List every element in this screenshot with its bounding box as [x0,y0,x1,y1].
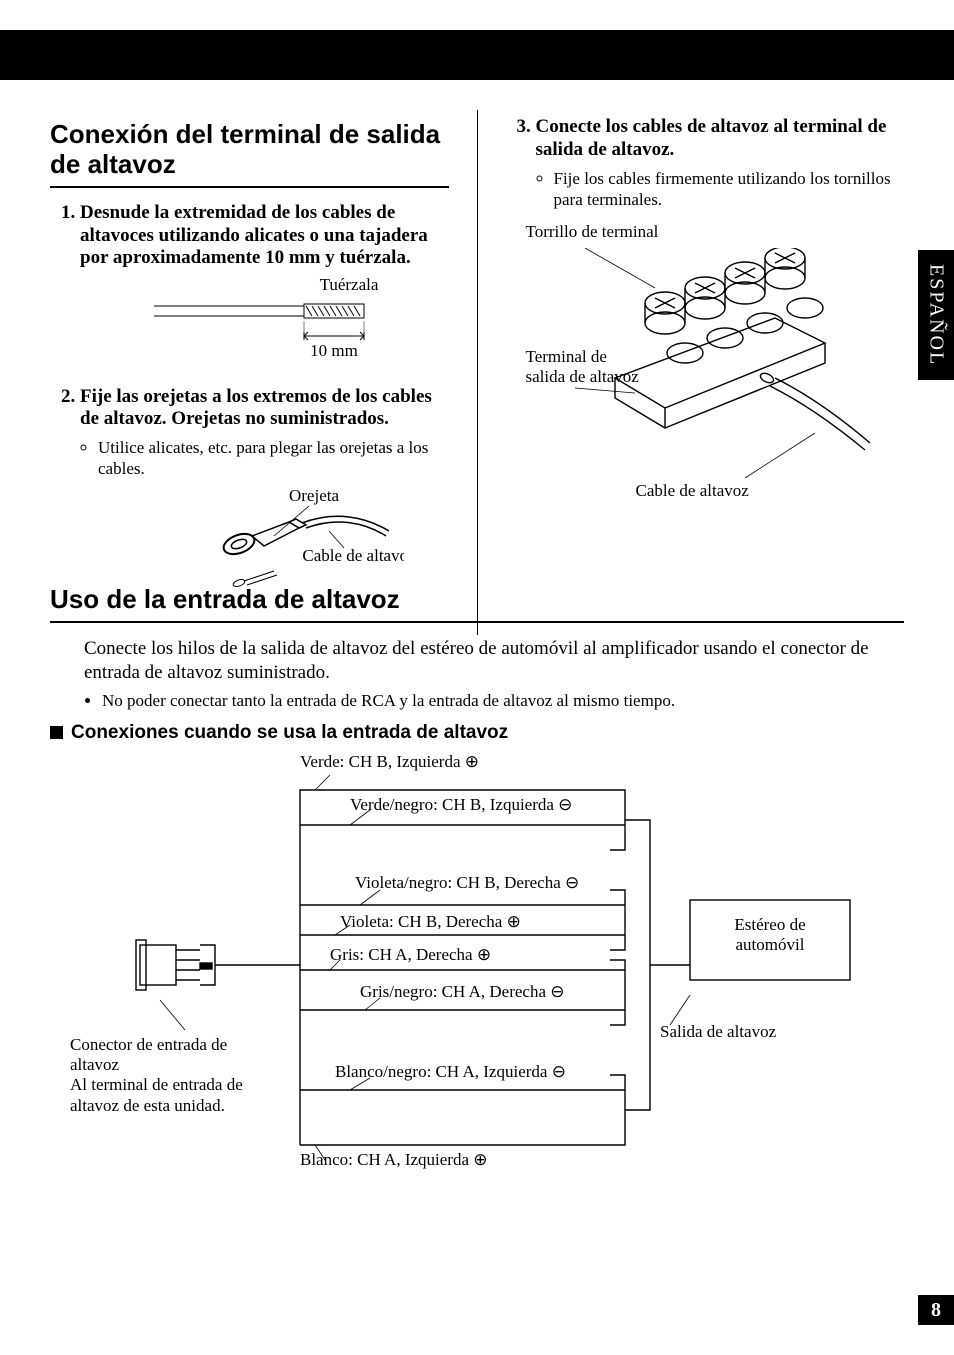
language-tab: ESPAÑOL [918,250,954,380]
fig2-cable-label: Cable de altavoz [303,546,405,565]
wire-gray: Gris: CH A, Derecha ⊕ [330,945,491,965]
step2-text: Fije las orejetas a los extremos de los … [80,386,432,430]
wire-white-black: Blanco/negro: CH A, Izquierda ⊖ [335,1062,566,1082]
square-bullet-icon [50,726,63,739]
section2-subheading: Conexiones cuando se usa la entrada de a… [50,722,904,744]
wire-green: Verde: CH B, Izquierda ⊕ [300,752,479,772]
wire-green-black: Verde/negro: CH B, Izquierda ⊖ [350,795,572,815]
fig3-terminal-label: Terminal de salida de altavoz [526,347,646,386]
step2-bullet: Utilice alicates, etc. para plegar las o… [98,437,449,480]
right-column: Conecte los cables de altavoz al termina… [506,110,905,635]
wire-violet: Violeta: CH B, Derecha ⊕ [340,912,521,932]
stereo-label: Estéreo de automóvil [705,915,835,956]
step3-bullet: Fije los cables firmemente utilizando lo… [554,168,905,211]
fig1-twist-label: Tuérzala [320,276,379,294]
step-1: Desnude la extremidad de los cables de a… [80,202,449,372]
step3-text: Conecte los cables de altavoz al termina… [536,116,887,160]
fig3-cable-label: Cable de altavoz [636,481,954,501]
section2-intro-bullet: No poder conectar tanto la entrada de RC… [102,690,904,711]
section1-title: Conexión del terminal de salida de altav… [50,120,449,180]
page-number: 8 [931,1299,941,1322]
page-number-tab: 8 [918,1295,954,1325]
header-bar [0,30,954,80]
column-divider [477,110,478,635]
language-tab-text: ESPAÑOL [925,264,948,366]
fig1-length-label: 10 mm [310,341,358,360]
step1-text: Desnude la extremidad de los cables de a… [80,202,428,269]
figure-strip-wire: Tuérzala [80,276,449,371]
wire-violet-black: Violeta/negro: CH B, Derecha ⊖ [355,873,579,893]
section1-rule [50,186,449,188]
figure-wiring-diagram: Verde: CH B, Izquierda ⊕ Verde/negro: CH… [50,750,904,1180]
wire-gray-black: Gris/negro: CH A, Derecha ⊖ [360,982,565,1002]
fig2-lug-label: Orejeta [289,486,339,505]
left-column: Conexión del terminal de salida de altav… [50,110,449,635]
section2-intro: Conecte los hilos de la salida de altavo… [84,637,904,685]
speaker-out-label: Salida de altavoz [660,1022,776,1042]
connector-note: Conector de entrada de altavoz Al termin… [70,1035,270,1117]
fig3-screw-label: Torrillo de terminal [526,222,905,242]
wire-white: Blanco: CH A, Izquierda ⊕ [300,1150,488,1170]
step-3: Conecte los cables de altavoz al termina… [536,116,905,210]
